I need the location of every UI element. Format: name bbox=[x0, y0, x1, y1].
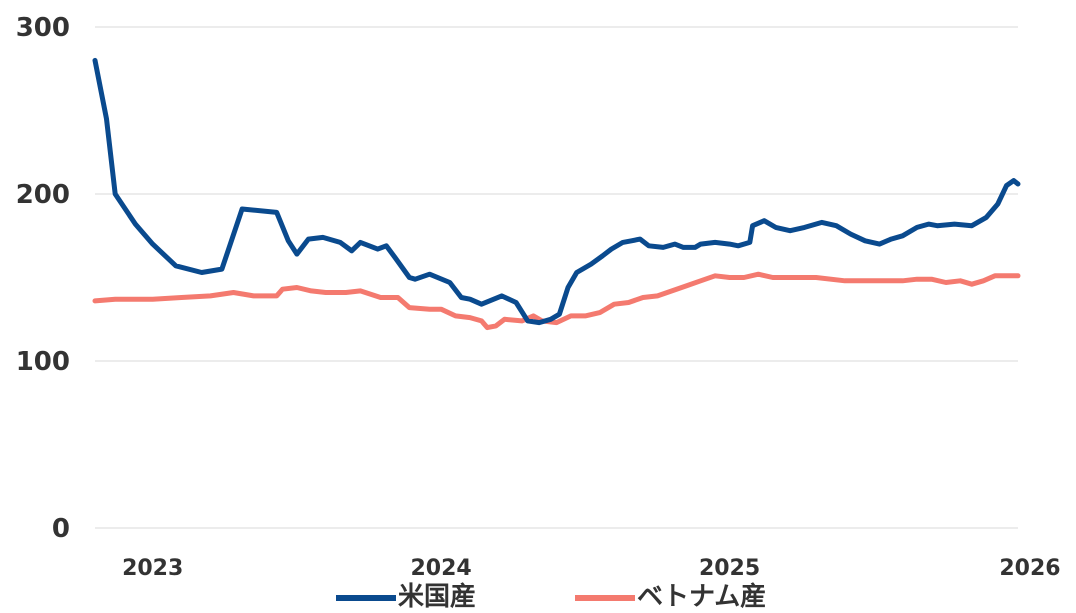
series-line-vietnam bbox=[92, 271, 1021, 331]
x-tick-label: 2025 bbox=[699, 556, 760, 581]
x-tick-label: 2026 bbox=[999, 556, 1060, 581]
x-tick-label: 2024 bbox=[411, 556, 472, 581]
legend-label-us: 米国産 bbox=[398, 582, 477, 612]
y-tick-label: 300 bbox=[16, 13, 70, 43]
line-chart: 0 100 200 300 2023 2024 2025 2026 bbox=[16, 13, 1061, 581]
legend: 米国産 ベトナム産 bbox=[0, 582, 1076, 613]
series-lines bbox=[92, 57, 1021, 331]
legend-swatch-vietnam bbox=[575, 594, 635, 601]
x-axis-tick-labels: 2023 2024 2025 2026 bbox=[122, 556, 1061, 581]
x-tick-label: 2023 bbox=[122, 556, 183, 581]
legend-label-vietnam: ベトナム産 bbox=[637, 582, 767, 612]
legend-item-vietnam: ベトナム産 bbox=[575, 582, 766, 613]
legend-swatch-us bbox=[336, 594, 396, 601]
y-tick-label: 0 bbox=[52, 514, 70, 544]
y-tick-label: 100 bbox=[16, 347, 70, 377]
series-line-us bbox=[92, 57, 1021, 326]
y-axis-tick-labels: 0 100 200 300 bbox=[16, 13, 70, 544]
legend-item-us: 米国産 bbox=[336, 582, 476, 613]
gridlines bbox=[95, 26, 1018, 529]
y-tick-label: 200 bbox=[16, 180, 70, 210]
